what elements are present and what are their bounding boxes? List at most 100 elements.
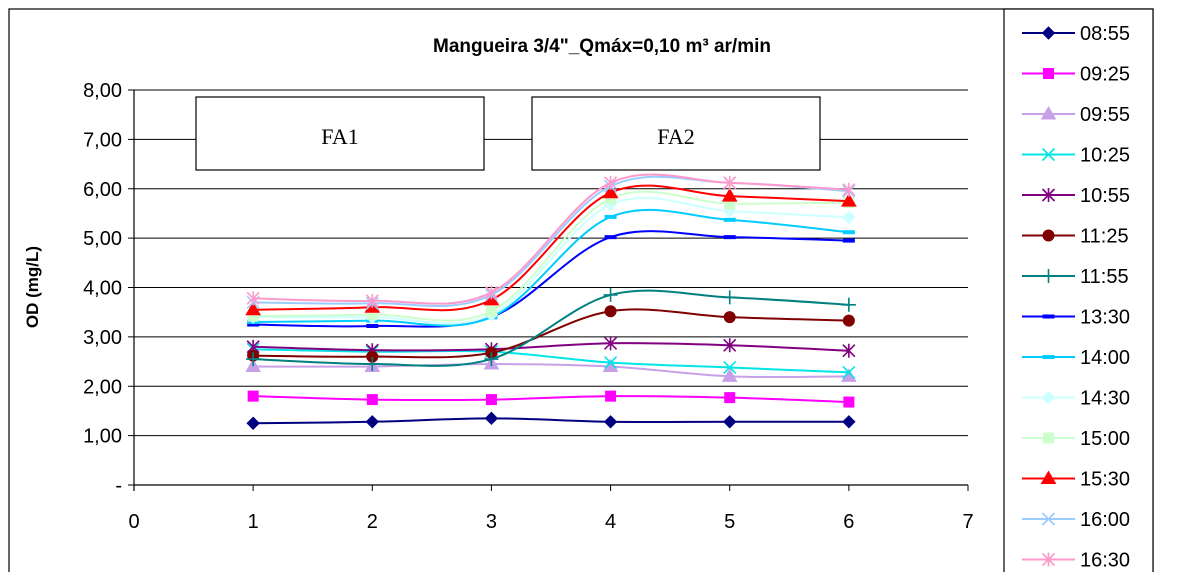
legend-label: 11:55 — [1080, 266, 1129, 288]
legend-item: 16:00 — [1022, 509, 1130, 531]
data-point — [723, 235, 736, 240]
legend-item: 15:30 — [1022, 469, 1130, 491]
y-tick-label: 2,00 — [83, 376, 122, 398]
legend-marker — [1042, 314, 1055, 319]
legend-label: 09:25 — [1080, 64, 1130, 86]
series-line — [253, 395, 849, 404]
legend-marker — [1042, 229, 1055, 242]
chart-title: Mangueira 3/4"_Qmáx=0,10 m³ ar/min — [433, 36, 771, 57]
data-point — [247, 322, 260, 327]
data-point — [245, 301, 262, 316]
data-point — [842, 210, 856, 225]
annotation-box — [195, 96, 485, 171]
data-point — [246, 352, 261, 367]
data-point — [842, 343, 856, 358]
chart-area-border — [8, 8, 1154, 577]
series-line — [253, 417, 849, 425]
data-point — [842, 314, 855, 327]
legend-label: 14:30 — [1080, 388, 1130, 410]
data-point — [723, 175, 737, 190]
legend-marker — [1041, 188, 1056, 202]
legend-label: 08:55 — [1080, 23, 1130, 45]
y-tick-label: 3,00 — [83, 327, 122, 349]
data-point — [723, 217, 736, 222]
data-point — [484, 411, 499, 426]
y-tick-label: 6,00 — [83, 179, 122, 201]
x-tick-label: 2 — [367, 511, 378, 533]
y-tick-label: - — [115, 475, 122, 497]
series-11:55 — [246, 287, 856, 372]
legend-label: 09:55 — [1080, 104, 1130, 126]
legend-marker — [1041, 147, 1056, 162]
data-point — [604, 305, 617, 318]
legend-item: 15:00 — [1022, 428, 1130, 450]
data-point — [366, 324, 379, 329]
data-point — [485, 305, 497, 317]
legend-label: 16:00 — [1080, 509, 1130, 531]
data-point — [842, 230, 855, 235]
data-point — [246, 416, 260, 430]
data-point — [604, 336, 618, 351]
data-point — [602, 184, 619, 199]
data-point — [365, 357, 380, 372]
data-point — [843, 396, 855, 408]
y-tick-label: 1,00 — [83, 426, 122, 448]
legend-marker — [1043, 432, 1054, 444]
annotation-label: FA1 — [321, 124, 359, 149]
legend-item: 08:55 — [1022, 23, 1130, 45]
series-line — [253, 348, 849, 374]
legend-marker — [1043, 68, 1054, 79]
legend-marker — [1041, 269, 1056, 283]
data-point — [604, 175, 618, 190]
legend-marker — [1041, 552, 1056, 567]
data-point — [842, 415, 856, 429]
data-point — [723, 311, 736, 324]
y-tick-label: 8,00 — [83, 80, 122, 102]
data-point — [605, 390, 617, 402]
data-point — [603, 415, 618, 429]
data-point — [721, 188, 738, 202]
data-point — [721, 368, 738, 382]
legend-item: 14:30 — [1022, 388, 1130, 410]
data-point — [841, 297, 856, 312]
data-point — [842, 238, 855, 243]
x-tick-label: 4 — [605, 511, 616, 533]
annotation-layer: FA1 FA2 — [195, 96, 821, 171]
x-tick-label: 6 — [843, 511, 854, 533]
legend-item: 14:00 — [1022, 347, 1130, 369]
y-axis-label: OD (mg/L) — [23, 246, 42, 328]
series-15:30 — [245, 184, 857, 316]
legend: 08:55 09:25 09:55 10:25 10:55 11:25 11:55 13:30… — [1022, 23, 1130, 572]
data-point — [842, 182, 856, 197]
legend-item: 11:25 — [1022, 226, 1129, 248]
data-point — [604, 214, 617, 219]
axis-layer: - 1,00 2,00 3,00 4,00 5,00 6,00 7,00 8,00 0 1 2 3 4 5 6… — [83, 80, 974, 533]
series-line — [253, 363, 849, 379]
annotation-box — [531, 96, 821, 171]
series-09:25 — [247, 390, 855, 408]
data-point — [604, 355, 618, 370]
data-point — [365, 415, 379, 429]
annotation-label: FA2 — [657, 124, 695, 149]
legend-label: 11:25 — [1080, 226, 1129, 248]
legend-label: 10:55 — [1080, 185, 1130, 207]
y-tick-label: 5,00 — [83, 228, 122, 250]
series-08:55 — [246, 411, 856, 430]
data-point — [604, 235, 617, 240]
x-tick-label: 1 — [248, 511, 259, 533]
legend-marker — [1041, 512, 1056, 526]
y-tick-label: 4,00 — [83, 278, 122, 300]
data-point — [247, 390, 259, 402]
legend-item: 11:55 — [1022, 266, 1129, 288]
legend-marker — [1040, 470, 1057, 484]
legend-item: 09:25 — [1022, 64, 1130, 86]
legend-item: 10:25 — [1022, 145, 1130, 167]
series-16:30 — [246, 173, 856, 308]
data-point — [840, 193, 857, 207]
data-point — [365, 293, 379, 308]
data-point — [484, 285, 498, 300]
legend-item: 10:55 — [1022, 185, 1130, 207]
data-point — [484, 352, 499, 367]
series-line — [253, 289, 849, 367]
